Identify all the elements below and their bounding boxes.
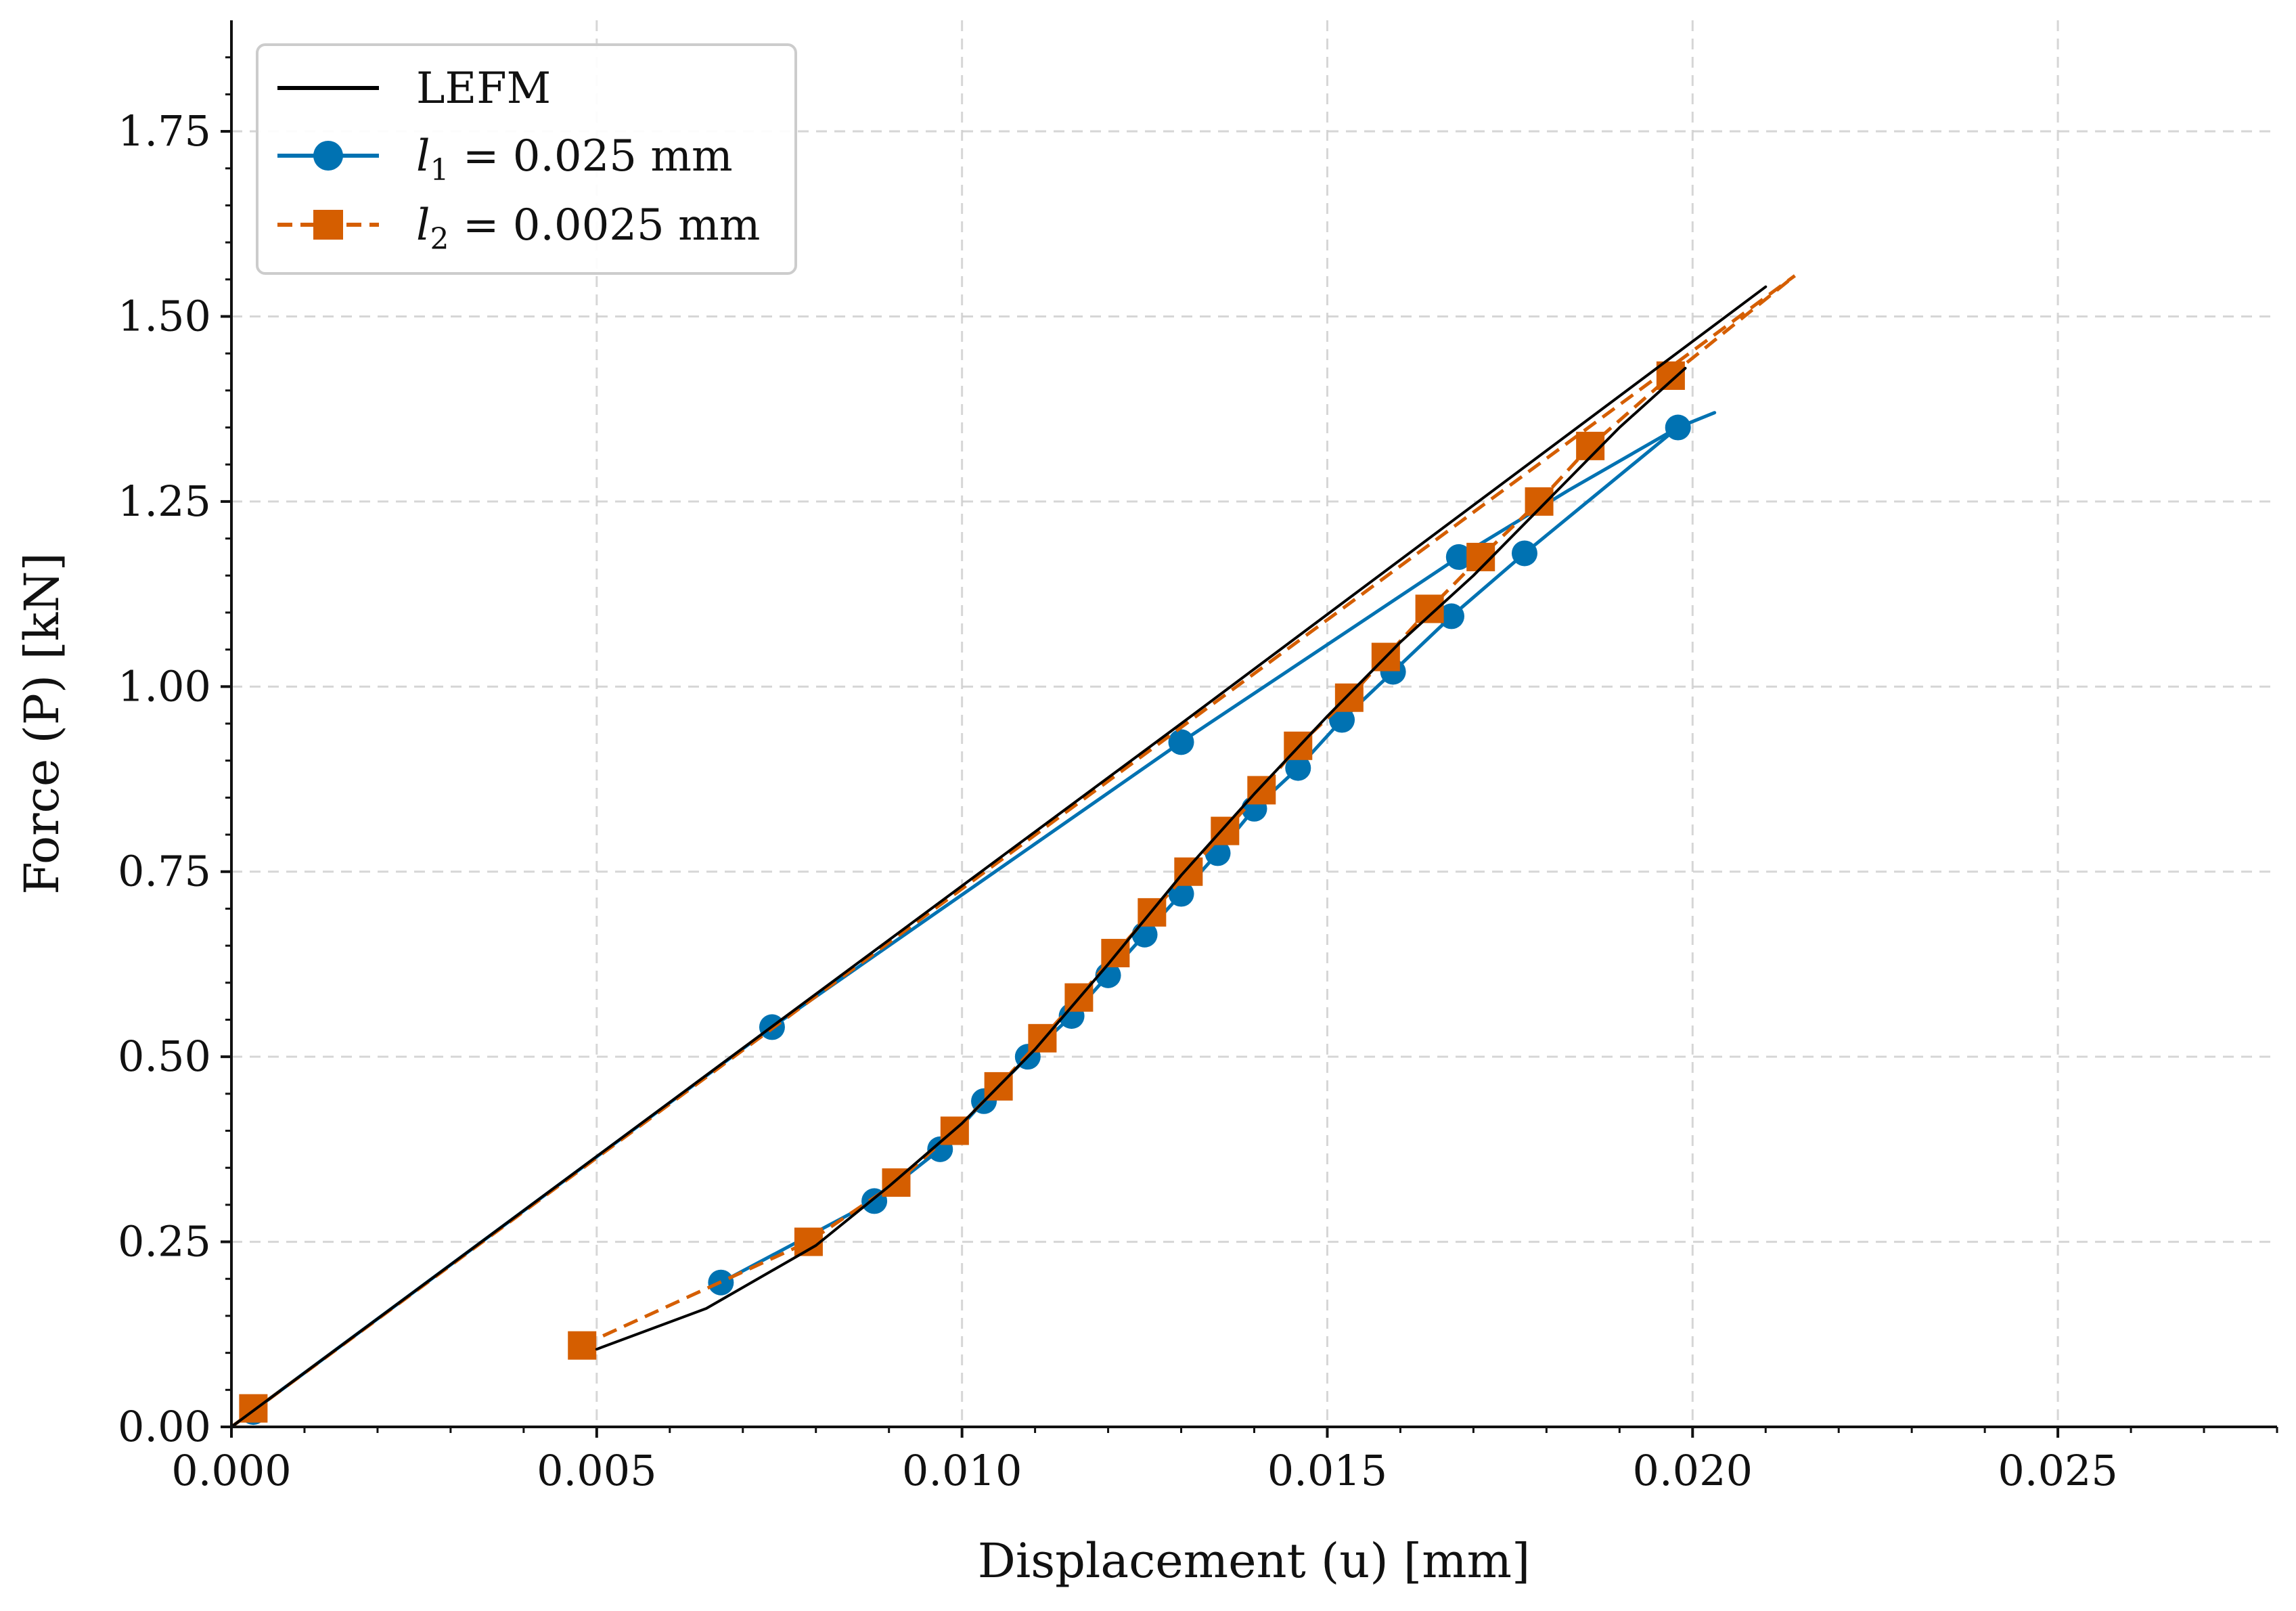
data-point-l1 bbox=[1445, 544, 1472, 570]
legend-label-l2: l2 = 0.0025 mm bbox=[416, 200, 760, 257]
legend-item-lefm: LEFM bbox=[277, 64, 551, 114]
legend-item-l1: l1 = 0.025 mm bbox=[277, 131, 733, 187]
ticks: 0.000 0.005 0.010 0.015 0.020 0.025 0.00 0.25 0.… bbox=[118, 56, 2278, 1495]
data-point-l2 bbox=[1415, 594, 1444, 623]
x-tick-label: 0.005 bbox=[537, 1446, 657, 1495]
legend-label-l1-main: l bbox=[416, 131, 430, 181]
data-point-l1 bbox=[1665, 414, 1691, 441]
series-layer bbox=[229, 274, 1796, 1429]
legend-label-lefm: LEFM bbox=[416, 64, 551, 114]
legend-box bbox=[256, 43, 797, 275]
y-tick-label: 0.00 bbox=[118, 1402, 211, 1451]
data-point-l2 bbox=[1174, 857, 1203, 886]
y-tick-label: 0.50 bbox=[118, 1032, 211, 1081]
legend-label-l1-sub: 1 bbox=[430, 153, 449, 187]
data-point-l1 bbox=[1329, 707, 1355, 733]
data-point-l2 bbox=[1525, 487, 1554, 516]
y-axis-label: Force (P) [kN] bbox=[14, 552, 70, 894]
grid bbox=[231, 20, 2277, 1427]
y-tick-label: 1.00 bbox=[118, 661, 211, 711]
legend-item-l2: l2 = 0.0025 mm bbox=[277, 200, 760, 257]
y-tick-label: 0.75 bbox=[118, 847, 211, 896]
data-point-l1 bbox=[1285, 755, 1311, 781]
x-tick-label: 0.025 bbox=[1998, 1446, 2118, 1495]
data-point-l2 bbox=[568, 1331, 597, 1360]
y-tick-label: 1.25 bbox=[118, 477, 211, 526]
series-line-lefm bbox=[595, 367, 1687, 1351]
legend-swatch-l1-marker bbox=[313, 141, 343, 171]
legend-swatch-l2-marker bbox=[313, 210, 343, 240]
series-lefm bbox=[230, 285, 1768, 1428]
legend: LEFM l1 = 0.025 mm l2 = 0.0025 mm bbox=[256, 43, 797, 275]
data-point-l2 bbox=[1247, 776, 1276, 805]
data-point-l1 bbox=[1168, 729, 1194, 755]
legend-label-l1: l1 = 0.025 mm bbox=[416, 131, 733, 187]
y-tick-label: 0.25 bbox=[118, 1217, 211, 1266]
series-line-lefm bbox=[230, 285, 1768, 1428]
y-tick-label: 1.75 bbox=[118, 106, 211, 156]
legend-label-l2-sub: 2 bbox=[430, 222, 449, 257]
data-point-l2 bbox=[794, 1227, 823, 1256]
data-point-l2 bbox=[1211, 816, 1240, 845]
legend-label-l1-rest: = 0.025 mm bbox=[449, 131, 732, 181]
y-tick-label: 1.50 bbox=[118, 291, 211, 340]
x-tick-label: 0.020 bbox=[1633, 1446, 1753, 1495]
data-point-l1 bbox=[1439, 603, 1465, 630]
x-tick-label: 0.010 bbox=[902, 1446, 1022, 1495]
data-point-l2 bbox=[1334, 683, 1364, 712]
legend-label-l2-main: l bbox=[416, 200, 430, 250]
x-tick-label: 0.000 bbox=[171, 1446, 292, 1495]
x-axis-label: Displacement (u) [mm] bbox=[978, 1533, 1531, 1589]
data-point-l1 bbox=[1511, 540, 1537, 567]
legend-label-l2-rest: = 0.0025 mm bbox=[449, 200, 760, 250]
x-tick-label: 0.015 bbox=[1267, 1446, 1388, 1495]
